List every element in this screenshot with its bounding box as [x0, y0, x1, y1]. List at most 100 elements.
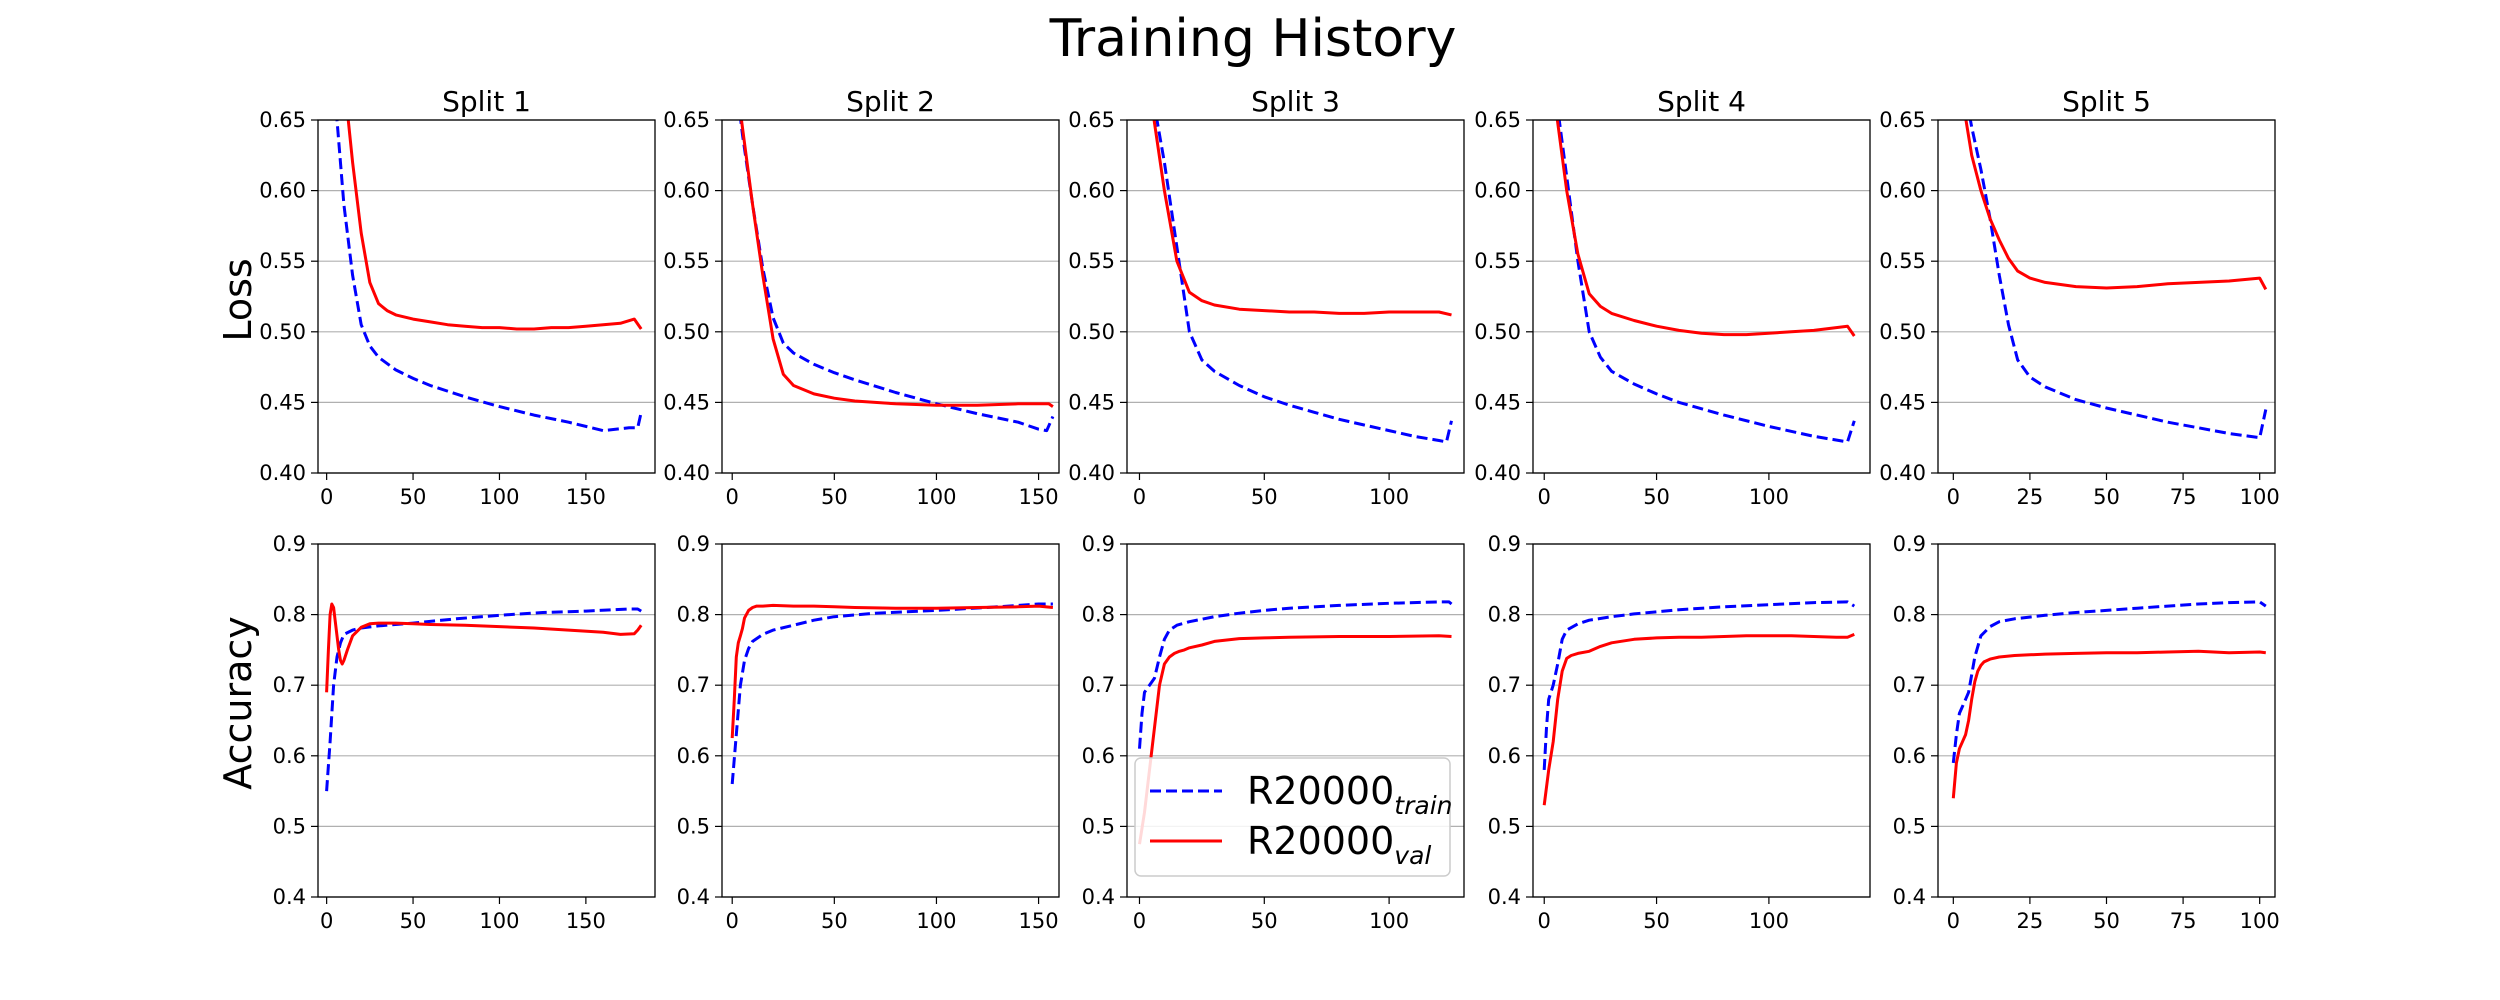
legend-train-base: R20000: [1247, 769, 1394, 813]
accuracy-split-5-ytick-label: 0.4: [1893, 885, 1926, 909]
accuracy-split-1-ytick-label: 0.6: [273, 744, 306, 768]
accuracy-split-4-ytick-label: 0.5: [1488, 814, 1521, 838]
loss-split-3-ytick-label: 0.55: [1068, 249, 1115, 273]
accuracy-split-5-ytick-label: 0.5: [1893, 814, 1926, 838]
loss-split-5-series-group: [1964, 120, 2268, 440]
accuracy-split-3-train-line: [1138, 600, 1453, 749]
accuracy-split-4-ytick-label: 0.9: [1488, 532, 1521, 556]
accuracy-split-5-ytick-label: 0.7: [1893, 673, 1926, 697]
accuracy-split-4-val-line: [1542, 633, 1855, 806]
accuracy-split-3-frame: [1126, 543, 1465, 898]
loss-split-5-train-line: [1968, 120, 2268, 440]
loss-split-3-xtick-label: 50: [1251, 485, 1278, 509]
accuracy-split-4-frame: [1532, 543, 1871, 898]
accuracy-split-5-ytick-label: 0.8: [1893, 603, 1926, 627]
loss-split-4-xtick-label: 0: [1538, 485, 1551, 509]
accuracy-split-3-series-group: [1138, 600, 1453, 845]
accuracy-split-1-xtick-label: 0: [320, 909, 333, 933]
legend-train-label: R20000train: [1247, 769, 1453, 820]
loss-split-3-train-line: [1155, 120, 1453, 444]
accuracy-split-1-xtick-label: 100: [479, 909, 519, 933]
loss-split-2-ytick-label: 0.40: [663, 461, 710, 485]
accuracy-split-1-ytick-label: 0.9: [273, 532, 306, 556]
loss-split-3-xtick-label: 0: [1133, 485, 1146, 509]
loss-split-4-ytick-label: 0.40: [1474, 461, 1521, 485]
loss-split-4-ytick-label: 0.45: [1474, 390, 1521, 414]
accuracy-split-1-series-group: [325, 602, 643, 792]
accuracy-split-5-xtick-label: 50: [2093, 909, 2120, 933]
loss-split-2-xtick-label: 150: [1019, 485, 1059, 509]
loss-split-5-panel: 0.40 0.45 0.50 0.55 0.60 0.65 0 25 50 75 100 Split …: [1879, 85, 2279, 509]
accuracy-split-5-xtick-label: 100: [2240, 909, 2280, 933]
loss-split-5-ytick-label: 0.65: [1879, 108, 1926, 132]
accuracy-split-2-ytick-label: 0.5: [677, 814, 710, 838]
legend-val-label: R20000val: [1247, 819, 1431, 870]
legend-val-subscript: val: [1394, 841, 1431, 870]
accuracy-split-1-xtick-label: 50: [400, 909, 427, 933]
accuracy-split-4-ytick-label: 0.4: [1488, 885, 1521, 909]
split-5-title: Split 5: [2062, 85, 2151, 118]
accuracy-split-2-ytick-label: 0.4: [677, 885, 710, 909]
legend-val-base: R20000: [1247, 819, 1394, 863]
loss-split-1-val-line: [346, 120, 643, 331]
loss-split-5-frame: [1937, 119, 2276, 474]
loss-split-2-ytick-label: 0.45: [663, 390, 710, 414]
accuracy-split-3-xtick-label: 0: [1133, 909, 1146, 933]
loss-split-1-series-group: [335, 120, 643, 433]
loss-split-4-ytick-label: 0.50: [1474, 320, 1521, 344]
accuracy-split-3-ytick-label: 0.4: [1082, 885, 1115, 909]
accuracy-split-5-xtick-label: 25: [2017, 909, 2044, 933]
loss-split-1-ytick-label: 0.60: [259, 179, 306, 203]
accuracy-split-2-xtick-label: 50: [821, 909, 848, 933]
loss-split-1-xtick-label: 50: [400, 485, 427, 509]
loss-split-1-train-line: [335, 120, 643, 433]
accuracy-split-2-ytick-label: 0.8: [677, 603, 710, 627]
accuracy-split-5-frame: [1937, 543, 2276, 898]
loss-row-label: Loss: [216, 258, 260, 341]
loss-split-4-series-group: [1555, 120, 1856, 444]
accuracy-split-4-ytick-label: 0.8: [1488, 603, 1521, 627]
loss-split-2-ytick-label: 0.65: [663, 108, 710, 132]
accuracy-split-5-train-line: [1951, 600, 2267, 764]
loss-split-1-xtick-label: 150: [566, 485, 606, 509]
accuracy-split-5-xtick-label: 75: [2170, 909, 2197, 933]
loss-split-1-ytick-label: 0.50: [259, 320, 306, 344]
loss-split-3-ytick-label: 0.45: [1068, 390, 1115, 414]
loss-split-2-xtick-label: 0: [726, 485, 739, 509]
accuracy-split-4-xtick-label: 50: [1643, 909, 1670, 933]
accuracy-split-1-val-line: [325, 602, 643, 693]
accuracy-split-1-frame: [317, 543, 656, 898]
loss-split-5-ytick-label: 0.40: [1879, 461, 1926, 485]
accuracy-split-2-frame: [721, 543, 1060, 898]
accuracy-split-1-panel: 0.4 0.5 0.6 0.7 0.8 0.9 0 50 100 150: [273, 532, 656, 933]
loss-split-3-xtick-label: 100: [1369, 485, 1409, 509]
loss-split-2-ytick-label: 0.60: [663, 179, 710, 203]
loss-split-3-ytick-label: 0.40: [1068, 461, 1115, 485]
loss-split-3-frame: [1126, 119, 1465, 474]
loss-split-5-val-line: [1964, 120, 2268, 291]
accuracy-split-3-ytick-label: 0.7: [1082, 673, 1115, 697]
loss-split-1-ytick-label: 0.55: [259, 249, 306, 273]
loss-split-1-ytick-label: 0.40: [259, 461, 306, 485]
loss-split-3-series-group: [1152, 120, 1453, 444]
loss-split-4-frame: [1532, 119, 1871, 474]
loss-split-4-ytick-label: 0.55: [1474, 249, 1521, 273]
accuracy-split-2-ytick-label: 0.6: [677, 744, 710, 768]
loss-split-5-xtick-label: 0: [1947, 485, 1960, 509]
loss-split-1-xtick-label: 0: [320, 485, 333, 509]
accuracy-split-2-xtick-label: 150: [1019, 909, 1059, 933]
split-4-title: Split 4: [1657, 85, 1746, 118]
accuracy-split-5-ytick-label: 0.9: [1893, 532, 1926, 556]
accuracy-split-4-train-line: [1542, 600, 1856, 770]
loss-split-1-panel: 0.40 0.45 0.50 0.55 0.60 0.65 0 50 100 150 Split 1: [259, 85, 656, 509]
accuracy-split-3-val-line: [1138, 634, 1452, 845]
accuracy-split-4-ytick-label: 0.6: [1488, 744, 1521, 768]
accuracy-split-3-ytick-label: 0.9: [1082, 532, 1115, 556]
loss-split-1-ytick-label: 0.45: [259, 390, 306, 414]
loss-split-3-ytick-label: 0.65: [1068, 108, 1115, 132]
loss-split-5-ytick-label: 0.55: [1879, 249, 1926, 273]
loss-split-4-panel: 0.40 0.45 0.50 0.55 0.60 0.65 0 50 100 Split 4: [1474, 85, 1871, 509]
accuracy-split-4-ytick-label: 0.7: [1488, 673, 1521, 697]
